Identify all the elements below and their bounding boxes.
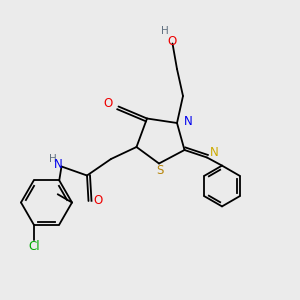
Text: H: H: [161, 26, 169, 37]
Text: O: O: [168, 34, 177, 48]
Text: N: N: [184, 115, 193, 128]
Text: Cl: Cl: [28, 240, 40, 253]
Text: N: N: [54, 158, 63, 171]
Text: N: N: [209, 146, 218, 159]
Text: O: O: [103, 97, 112, 110]
Text: H: H: [49, 154, 56, 164]
Text: S: S: [156, 164, 163, 178]
Text: O: O: [94, 194, 103, 208]
